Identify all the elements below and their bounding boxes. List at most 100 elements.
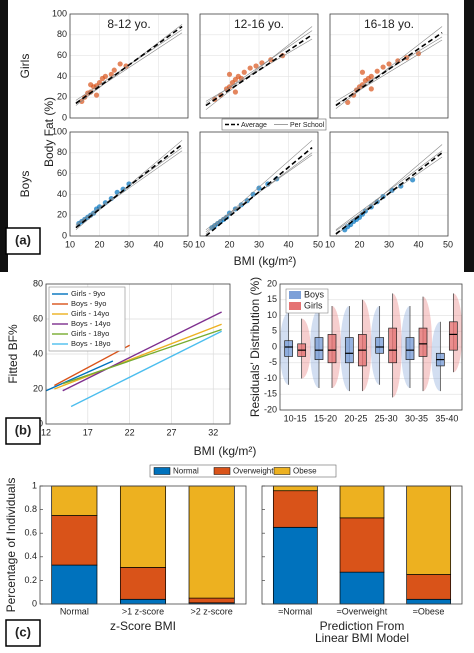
legend-label: Boys - 18yo [71, 339, 111, 348]
bar-segment [119, 598, 167, 605]
data-point [88, 82, 94, 88]
x-tick-label: 10-15 [284, 413, 307, 423]
bar-segment [51, 485, 98, 516]
legend-box [48, 286, 126, 352]
average-line [335, 152, 443, 235]
y-tick-label: 100 [52, 126, 67, 136]
y-tick-label: 60 [57, 50, 67, 60]
legend-label: Overweight [233, 467, 274, 476]
x-tick-label: 30 [254, 239, 264, 249]
school-line [335, 39, 443, 105]
bar-segment [51, 564, 98, 605]
violin [453, 293, 463, 373]
y-tick-label: 40 [33, 348, 43, 358]
x-tick-label: 50 [443, 239, 453, 249]
y-tick-label: 100 [52, 8, 67, 18]
y-tick-label: -15 [264, 389, 277, 399]
bar-segment [339, 485, 385, 519]
subplot-title: 16-18 yo. [364, 17, 414, 31]
x-tick-label: 25-30 [375, 413, 398, 423]
x-tick-label: 32 [208, 427, 218, 437]
legend-swatch [153, 467, 171, 475]
y-tick-label: 0 [272, 341, 277, 351]
y-tick-label: 0.6 [24, 528, 37, 538]
panel-label-box [5, 227, 41, 255]
axes-frame [39, 485, 247, 605]
data-point [386, 61, 392, 67]
y-tick-label: -20 [264, 404, 277, 414]
x-tick-label: 40 [153, 239, 163, 249]
x-tick-label: 30-35 [405, 413, 428, 423]
school-line [335, 26, 443, 109]
axes-frame [45, 283, 231, 425]
axes-frame [329, 13, 449, 119]
violin [431, 321, 441, 392]
data-point [253, 63, 259, 69]
legend-label: Boys [304, 289, 325, 299]
data-point [102, 73, 108, 79]
y-axis-label: Residuals' Distribution (%) [248, 277, 262, 417]
bar-segment [406, 598, 452, 605]
average-line [335, 32, 443, 107]
box [327, 334, 337, 364]
school-line [205, 26, 313, 110]
school-line [335, 150, 443, 231]
y-tick-label: 0.4 [24, 551, 37, 561]
x-tick-label: ≈Obese [413, 606, 444, 616]
school-line [205, 30, 313, 104]
subplot-title: 8-12 yo. [107, 17, 150, 31]
violin [279, 312, 289, 385]
row-label: Boys [18, 171, 32, 198]
y-tick-label: 60 [57, 168, 67, 178]
subplot-title: 12-16 yo. [234, 17, 284, 31]
x-tick-label: 35-40 [435, 413, 458, 423]
x-tick-label: 15-20 [314, 413, 337, 423]
school-line [75, 140, 183, 230]
average-line [205, 146, 313, 237]
panel-label-box [5, 417, 41, 445]
bar-segment [406, 485, 452, 575]
x-tick-label: ≈Normal [278, 606, 312, 616]
y-tick-label: 80 [33, 278, 43, 288]
data-point [368, 73, 374, 79]
y-tick-label: 40 [57, 189, 67, 199]
panel-label: (b) [15, 422, 32, 437]
data-point [368, 86, 374, 92]
legend-swatch [213, 467, 231, 475]
bar-segment [406, 574, 452, 600]
legend-label: Girls - 14yo [71, 309, 109, 318]
y-tick-label: 0 [62, 112, 67, 122]
school-line [75, 32, 183, 103]
axes-frame [199, 131, 319, 237]
legend-label: Boys - 9yo [71, 299, 106, 308]
violin [340, 306, 350, 392]
x-tick-label: 22 [125, 427, 135, 437]
legend-label: Boys - 14yo [71, 319, 111, 328]
violin [392, 293, 402, 398]
data-point [345, 99, 351, 105]
axes-frame [69, 131, 189, 237]
x-tick-label: 10 [65, 239, 75, 249]
box [314, 337, 324, 360]
legend-label: Girls - 18yo [71, 329, 109, 338]
y-tick-label: 1 [32, 480, 37, 490]
x-tick-label: 12 [41, 427, 51, 437]
y-tick-label: 0.2 [24, 575, 37, 585]
series-line [62, 328, 222, 385]
legend-label: Normal [173, 467, 199, 476]
y-axis-label: Fitted BF% [6, 324, 20, 384]
x-tick-label: 20 [354, 239, 364, 249]
box [375, 337, 385, 354]
x-tick-label: 30 [384, 239, 394, 249]
bar-segment [51, 515, 98, 566]
violin [362, 299, 372, 392]
series-line [45, 360, 114, 392]
x-tick-label: 10 [195, 239, 205, 249]
y-tick-label: 0.8 [24, 504, 37, 514]
bar-segment [188, 597, 235, 604]
data-point [410, 177, 416, 183]
y-tick-label: 0 [62, 230, 67, 240]
y-tick-label: 20 [57, 210, 67, 220]
x-axis-label: Linear BMI Model [315, 631, 409, 645]
